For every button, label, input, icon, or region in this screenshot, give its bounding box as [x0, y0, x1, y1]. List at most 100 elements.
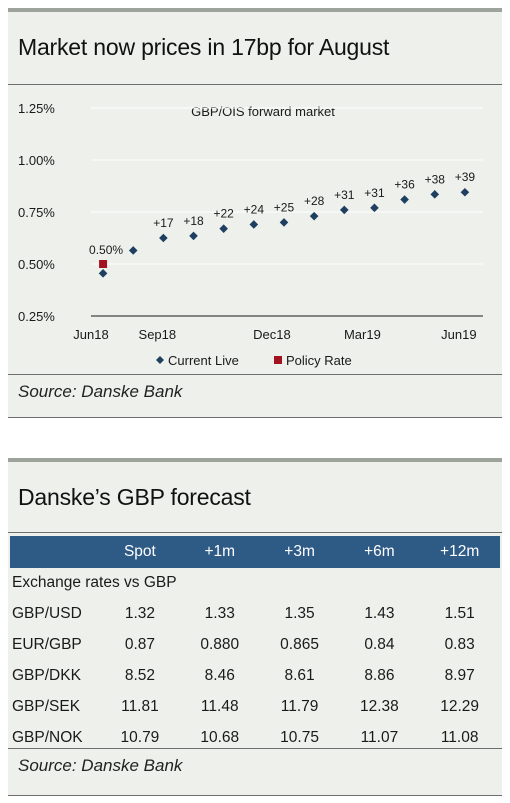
row-label: GBP/SEK [12, 697, 81, 715]
table-cell: 8.52 [124, 666, 155, 684]
table-cell: 1.43 [364, 604, 395, 622]
forecast-source: Source: Danske Bank [18, 756, 183, 775]
table-cell: 0.87 [124, 635, 155, 653]
table-cell: 11.08 [440, 728, 479, 746]
header-cell [10, 536, 100, 568]
y-tick-label: 1.00% [18, 153, 55, 168]
table-cell: 0.865 [280, 635, 319, 653]
data-label: +25 [274, 200, 295, 214]
y-tick-label: 0.75% [18, 205, 55, 220]
current-live-point [98, 269, 108, 278]
table-cell: 1.32 [124, 604, 155, 622]
current-live-point [249, 220, 259, 229]
chart-subtitle: GBP/OIS forward market [191, 104, 335, 119]
current-live-point [400, 195, 409, 204]
x-tick-label: Mar19 [344, 327, 381, 342]
table-cell: 1.35 [284, 604, 315, 622]
x-tick-label: Sep18 [139, 327, 177, 342]
table-row: EUR/GBP 0.87 0.880 0.865 0.84 0.83 [10, 629, 500, 660]
current-live-point [370, 203, 379, 213]
data-label: 0.50% [89, 243, 123, 257]
table-cell: 8.97 [444, 666, 475, 684]
table-cell: 11.07 [360, 728, 399, 746]
table-cell: 11.81 [121, 697, 159, 715]
table-cell: 0.83 [444, 635, 475, 653]
table-cell: 1.51 [444, 604, 475, 622]
current-live-point [279, 218, 289, 227]
panel-bottom-rule [8, 417, 502, 418]
table-header-row: Spot +1m +3m +6m +12m [10, 536, 500, 568]
table-row: GBP/NOK 10.79 10.68 10.75 11.07 11.08 [10, 722, 500, 753]
table-cell: 12.38 [360, 697, 399, 715]
table-cell: 11.48 [200, 697, 239, 715]
current-live-point [430, 190, 440, 199]
current-live-point [159, 233, 168, 243]
header-cell: Spot [100, 536, 180, 568]
table-cell: 10.68 [200, 728, 240, 746]
table-cell: 0.880 [200, 635, 240, 653]
table-cell: 10.75 [280, 728, 319, 746]
current-live-point [460, 187, 470, 197]
header-cell: +3m [259, 536, 340, 568]
data-label: +18 [183, 214, 204, 228]
chart-title: Market now prices in 17bp for August [18, 34, 390, 60]
data-label: +38 [425, 172, 446, 186]
data-label: +22 [213, 207, 234, 221]
table-row: GBP/DKK 8.52 8.46 8.61 8.86 8.97 [10, 660, 500, 691]
x-tick-label: Jun19 [441, 327, 476, 342]
row-label: GBP/NOK [12, 728, 83, 746]
y-tick-label: 1.25% [18, 101, 55, 116]
chart-source: Source: Danske Bank [18, 382, 183, 401]
section-label: Exchange rates vs GBP [12, 574, 177, 591]
data-label: +24 [244, 202, 265, 216]
y-tick-label: 0.50% [18, 257, 55, 272]
forecast-title: Danske’s GBP forecast [18, 484, 251, 510]
data-label: +17 [153, 216, 174, 230]
data-label: +36 [394, 178, 415, 192]
forward-market-chart: GBP/OIS forward market 1.25% 1.00% 0.75% 0.… [18, 101, 483, 368]
policy-rate-point [99, 260, 108, 268]
source-separator [8, 748, 502, 749]
data-label: +31 [334, 188, 355, 202]
row-label: GBP/USD [12, 604, 82, 622]
legend-swatch-current-live [156, 356, 164, 364]
data-label: +39 [455, 170, 476, 184]
current-live-point [339, 205, 349, 215]
panel-top-bar [8, 8, 502, 12]
table-cell: 8.61 [284, 666, 315, 684]
legend-label: Current Live [168, 353, 239, 368]
table-row: GBP/USD 1.32 1.33 1.35 1.43 1.51 [10, 598, 500, 629]
current-live-point [309, 211, 319, 221]
table-cell: 11.79 [280, 697, 319, 715]
forecast-table: Spot +1m +3m +6m +12m Exchange rates vs … [10, 536, 500, 753]
table-cell: 0.84 [364, 635, 395, 653]
current-live-point [128, 246, 138, 255]
current-live-point [219, 224, 228, 233]
row-label: GBP/DKK [12, 666, 81, 684]
current-live-point [189, 231, 198, 241]
panel-top-bar [8, 458, 502, 462]
row-label: EUR/GBP [12, 635, 82, 653]
y-tick-label: 0.25% [18, 309, 55, 324]
header-cell: +1m [179, 536, 260, 568]
data-label: +28 [304, 194, 325, 208]
chart-panel: Market now prices in 17bp for August GBP… [8, 8, 502, 418]
section-row: Exchange rates vs GBP [10, 568, 500, 598]
table-cell: 8.46 [204, 666, 235, 684]
data-label: +31 [364, 186, 385, 200]
source-separator [8, 374, 502, 375]
legend-label: Policy Rate [286, 353, 352, 368]
table-row: GBP/SEK 11.81 11.48 11.79 12.38 12.29 [10, 691, 500, 722]
forecast-panel: Danske’s GBP forecast Spot +1m +3m +6m +… [8, 458, 502, 796]
title-separator [8, 84, 502, 85]
title-separator [8, 532, 502, 533]
panel-bottom-rule [8, 795, 502, 796]
x-tick-label: Dec18 [253, 327, 291, 342]
header-cell: +12m [419, 536, 500, 568]
legend-swatch-policy-rate [274, 356, 282, 364]
table-cell: 8.86 [364, 666, 395, 684]
table-cell: 12.29 [440, 697, 480, 715]
table-cell: 1.33 [204, 604, 235, 622]
header-cell: +6m [339, 536, 420, 568]
x-tick-label: Jun18 [73, 327, 108, 342]
